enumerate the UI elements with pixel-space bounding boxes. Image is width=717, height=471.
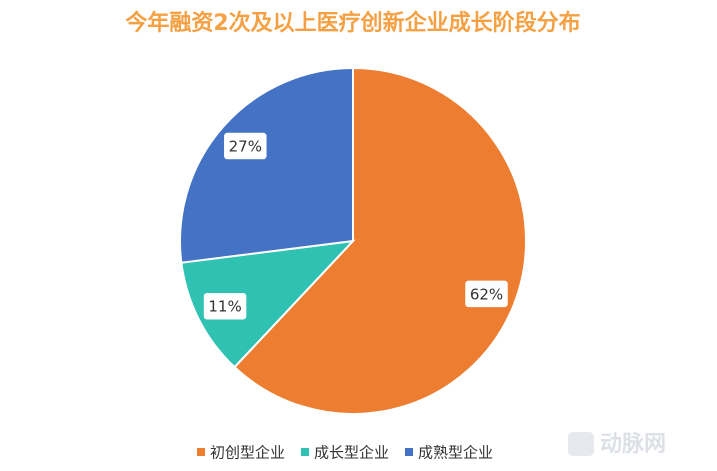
- watermark: 动脉网: [568, 432, 666, 457]
- data-label: 27%: [229, 138, 262, 156]
- legend-swatch: [301, 448, 309, 456]
- legend-label: 成长型企业: [314, 444, 389, 462]
- data-label-box: [222, 131, 269, 161]
- watermark-icon: [568, 432, 594, 456]
- data-label: 62%: [470, 285, 503, 303]
- chart-title: 今年融资2次及以上医疗创新企业成长阶段分布: [125, 10, 580, 36]
- data-label-box: [202, 291, 248, 321]
- pie-slice: [179, 66, 354, 264]
- pie-slice: [180, 239, 356, 369]
- watermark-text: 动脉网: [600, 432, 666, 457]
- legend-label: 成熟型企业: [418, 444, 493, 462]
- data-label-box: [463, 279, 510, 309]
- legend-swatch: [197, 448, 205, 456]
- data-label: 11%: [208, 298, 241, 316]
- pie-slice: [233, 66, 527, 415]
- legend-label: 初创型企业: [210, 444, 285, 462]
- legend-swatch: [405, 448, 413, 456]
